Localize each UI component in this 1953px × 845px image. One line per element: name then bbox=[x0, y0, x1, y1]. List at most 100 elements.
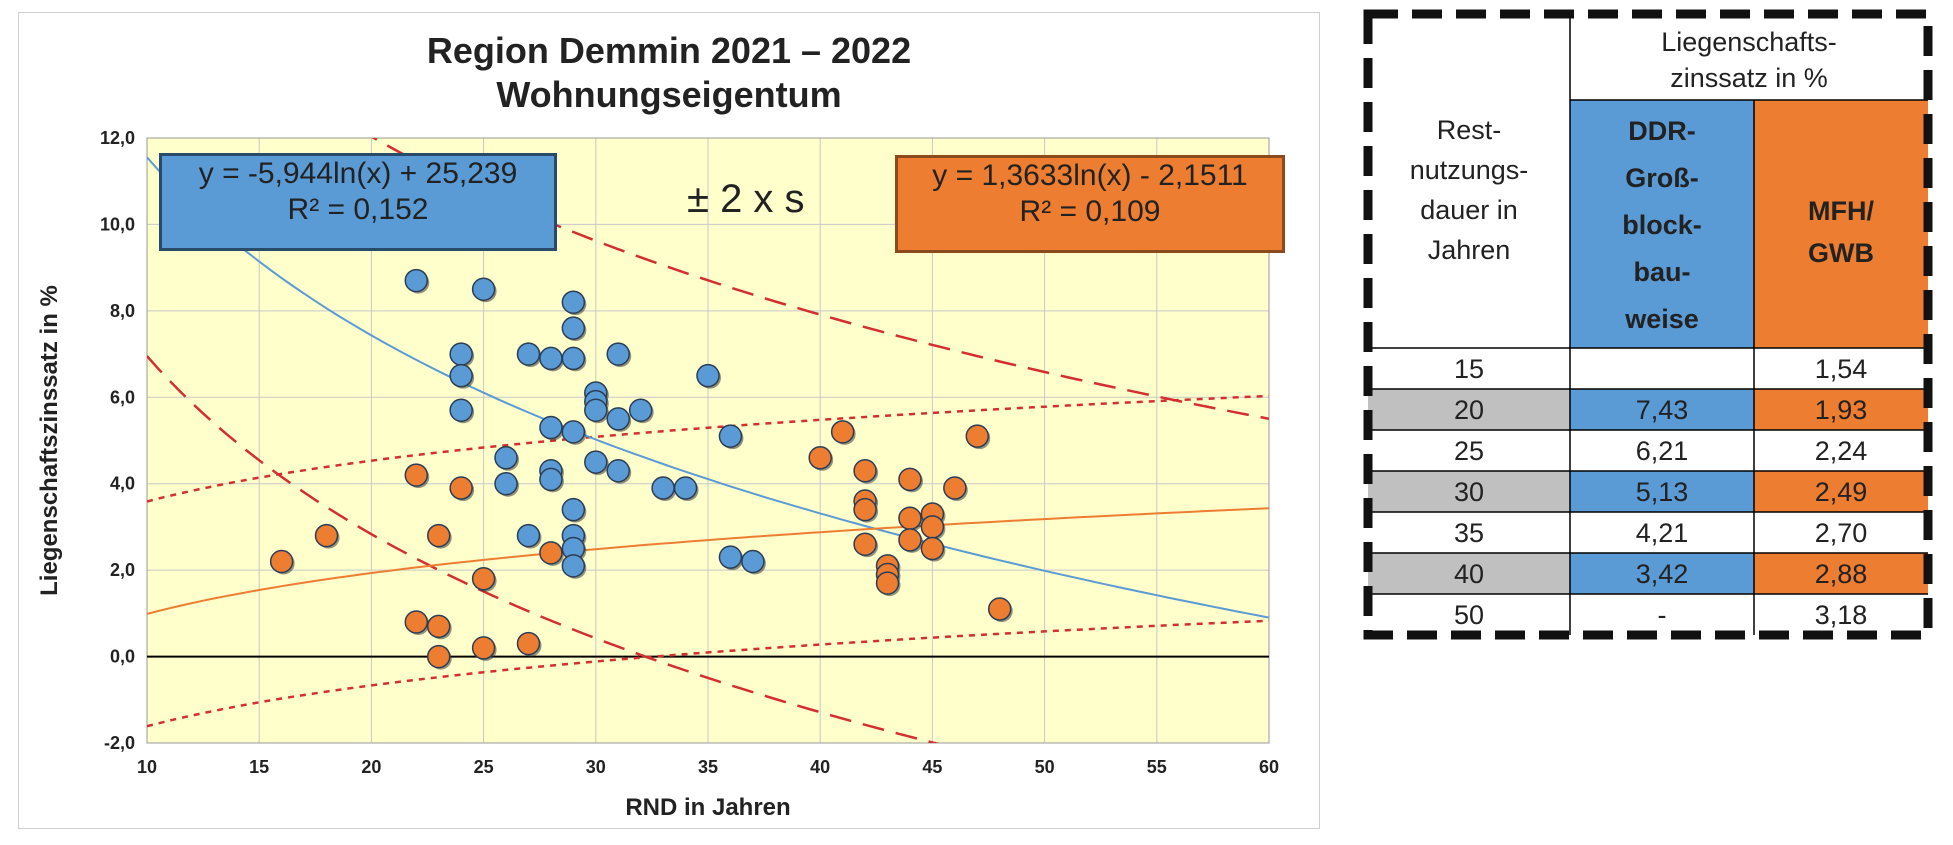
table-ddr-value: 3,42 bbox=[1570, 558, 1754, 590]
rate-group-header-line: zinssatz in % bbox=[1670, 63, 1828, 93]
ddr-point bbox=[718, 545, 743, 569]
table-ddr-value: - bbox=[1570, 599, 1754, 631]
mfh-point bbox=[539, 541, 563, 565]
mfh-point bbox=[875, 571, 900, 595]
mfh-point bbox=[965, 424, 990, 448]
mfh-point bbox=[898, 506, 922, 531]
ddr-point bbox=[494, 471, 518, 496]
ddr-point bbox=[561, 346, 586, 371]
ddr-column-header-line: weise bbox=[1625, 304, 1699, 334]
table-stripe-cell bbox=[1368, 471, 1570, 512]
x-tick-label: 25 bbox=[474, 757, 494, 777]
ddr-point bbox=[584, 398, 608, 422]
ddr-point bbox=[584, 450, 608, 474]
mfh-point bbox=[426, 644, 451, 669]
y-tick-label: 2,0 bbox=[110, 560, 135, 580]
mfh-point bbox=[898, 467, 922, 492]
ddr-point bbox=[449, 342, 473, 366]
table-rnd-value-line: 50 bbox=[1453, 600, 1485, 630]
y-tick-label: 0,0 bbox=[110, 647, 135, 667]
scatter-chart: 10 15 20 25 30 35 40 45 50 55 60 -2,0 0,0 2,0 4,0 6,0 8,… bbox=[36, 30, 1279, 821]
table-mfh-value-line: 2,70 bbox=[1814, 518, 1868, 548]
table-mfh-value-line: 3,18 bbox=[1814, 600, 1868, 630]
rate-group-header: Liegenschafts-zinssatz in % bbox=[1570, 24, 1928, 96]
table-mfh-value-line: 2,24 bbox=[1814, 436, 1868, 466]
table-rnd-value-line: 40 bbox=[1453, 559, 1485, 589]
x-tick-label: 55 bbox=[1147, 757, 1167, 777]
ddr-column-header-line: block- bbox=[1622, 210, 1702, 240]
table-ddr-value: 6,21 bbox=[1570, 435, 1754, 467]
table-mfh-value: 2,70 bbox=[1754, 517, 1928, 549]
ddr-band-lower bbox=[147, 355, 940, 743]
mfh-trend-line bbox=[147, 507, 1269, 615]
table-rnd-value: 30 bbox=[1368, 476, 1570, 508]
ddr-point bbox=[628, 398, 653, 422]
ddr-column-header-line: DDR- bbox=[1628, 116, 1696, 146]
table-stripe-cell bbox=[1368, 553, 1570, 594]
y-tick-label: 6,0 bbox=[110, 387, 135, 407]
table-mfh-value: 3,18 bbox=[1754, 599, 1928, 631]
mfh-header-cell bbox=[1754, 100, 1928, 348]
table-mfh-value: 2,88 bbox=[1754, 558, 1928, 590]
table-mfh-value: 1,54 bbox=[1754, 353, 1928, 385]
table-ddr-value-line: 7,43 bbox=[1635, 395, 1689, 425]
table-mfh-value: 2,49 bbox=[1754, 476, 1928, 508]
mfh-point bbox=[449, 476, 473, 500]
y-tick-label: -2,0 bbox=[104, 733, 135, 753]
table-mfh-value: 1,93 bbox=[1754, 394, 1928, 426]
table-mfh-cell bbox=[1754, 389, 1928, 430]
mfh-point bbox=[853, 497, 877, 522]
table-ddr-value-line: 4,21 bbox=[1635, 518, 1689, 548]
ddr-column-header: DDR- Groß-block-bau-weise bbox=[1570, 108, 1754, 343]
table-mfh-value-line: 2,49 bbox=[1814, 477, 1868, 507]
table-rnd-value: 50 bbox=[1368, 599, 1570, 631]
mfh-column-header-line: MFH/ bbox=[1808, 196, 1874, 226]
rnd-column-header-line: nutzungs- bbox=[1409, 155, 1529, 185]
mfh-point bbox=[898, 528, 922, 552]
mfh-point bbox=[943, 476, 967, 500]
ddr-point bbox=[561, 420, 586, 444]
table-dashed-border bbox=[1363, 9, 1933, 640]
table-ddr-value-line: - bbox=[1657, 600, 1667, 630]
table-ddr-value: 5,13 bbox=[1570, 476, 1754, 508]
y-axis-label: Liegenschaftszinssatz in % bbox=[36, 285, 63, 596]
rnd-column-header-line: dauer in bbox=[1420, 195, 1518, 225]
rate-table: Rest-nutzungs-dauer in Jahren Liegenschaft… bbox=[1362, 8, 1936, 640]
table-rnd-value-line: 35 bbox=[1453, 518, 1485, 548]
x-tick-label: 45 bbox=[922, 757, 942, 777]
mfh-point bbox=[471, 567, 496, 591]
table-rnd-value: 40 bbox=[1368, 558, 1570, 590]
ddr-trend-line bbox=[147, 156, 1269, 619]
ddr-point bbox=[741, 549, 765, 574]
ddr-point bbox=[606, 459, 630, 483]
ddr-point bbox=[516, 523, 541, 548]
ddr-point bbox=[471, 277, 496, 301]
ddr-point bbox=[539, 346, 563, 371]
ddr-trend-equation: y = -5,944ln(x) + 25,239 bbox=[198, 157, 518, 190]
mfh-point bbox=[830, 420, 855, 444]
chart-title: Region Demmin 2021 – 2022 bbox=[427, 30, 911, 71]
y-tick-label: 12,0 bbox=[100, 128, 135, 148]
table-ddr-value-line: 5,13 bbox=[1635, 477, 1689, 507]
plot-border bbox=[146, 137, 1270, 744]
y-tick-label: 8,0 bbox=[110, 301, 135, 321]
mfh-band-upper bbox=[147, 394, 1269, 503]
table-rnd-value: 25 bbox=[1368, 435, 1570, 467]
ddr-point bbox=[606, 342, 630, 366]
table-mfh-cell bbox=[1754, 471, 1928, 512]
ddr-point bbox=[404, 268, 429, 293]
y-tick-label: 10,0 bbox=[100, 214, 135, 234]
ddr-point bbox=[651, 476, 675, 500]
std-band-label: ± 2 x s bbox=[687, 177, 805, 221]
mfh-column-header-line: GWB bbox=[1808, 238, 1874, 268]
table-stripe-cell bbox=[1368, 389, 1570, 430]
mfh-point bbox=[314, 523, 339, 548]
mfh-point bbox=[404, 610, 429, 634]
table-mfh-value: 2,24 bbox=[1754, 435, 1928, 467]
table-rnd-value: 20 bbox=[1368, 394, 1570, 426]
table-rnd-value-line: 30 bbox=[1453, 477, 1485, 507]
rnd-column-header-line: Jahren bbox=[1427, 235, 1511, 265]
mfh-column-header: MFH/GWB bbox=[1754, 190, 1928, 274]
ddr-point bbox=[696, 363, 720, 388]
x-tick-label: 10 bbox=[137, 757, 157, 777]
